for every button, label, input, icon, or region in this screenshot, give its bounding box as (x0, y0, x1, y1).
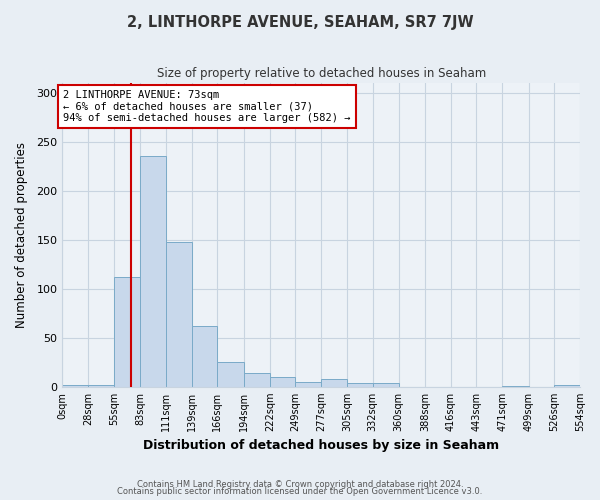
Y-axis label: Number of detached properties: Number of detached properties (15, 142, 28, 328)
Text: 2 LINTHORPE AVENUE: 73sqm
← 6% of detached houses are smaller (37)
94% of semi-d: 2 LINTHORPE AVENUE: 73sqm ← 6% of detach… (63, 90, 351, 123)
X-axis label: Distribution of detached houses by size in Seaham: Distribution of detached houses by size … (143, 440, 499, 452)
Text: Contains public sector information licensed under the Open Government Licence v3: Contains public sector information licen… (118, 487, 482, 496)
Bar (244, 373, 270, 387)
Bar (62, 385, 88, 387)
Bar (114, 277, 140, 387)
Bar (347, 383, 373, 387)
Bar (217, 362, 244, 387)
Bar (321, 379, 347, 387)
Bar (554, 385, 580, 387)
Bar (373, 383, 399, 387)
Title: Size of property relative to detached houses in Seaham: Size of property relative to detached ho… (157, 68, 486, 80)
Bar (295, 382, 321, 387)
Text: Contains HM Land Registry data © Crown copyright and database right 2024.: Contains HM Land Registry data © Crown c… (137, 480, 463, 489)
Bar (88, 385, 114, 387)
Bar (166, 242, 192, 387)
Bar (140, 156, 166, 387)
Bar (192, 326, 217, 387)
Text: 2, LINTHORPE AVENUE, SEAHAM, SR7 7JW: 2, LINTHORPE AVENUE, SEAHAM, SR7 7JW (127, 15, 473, 30)
Bar (502, 386, 529, 387)
Bar (270, 377, 295, 387)
